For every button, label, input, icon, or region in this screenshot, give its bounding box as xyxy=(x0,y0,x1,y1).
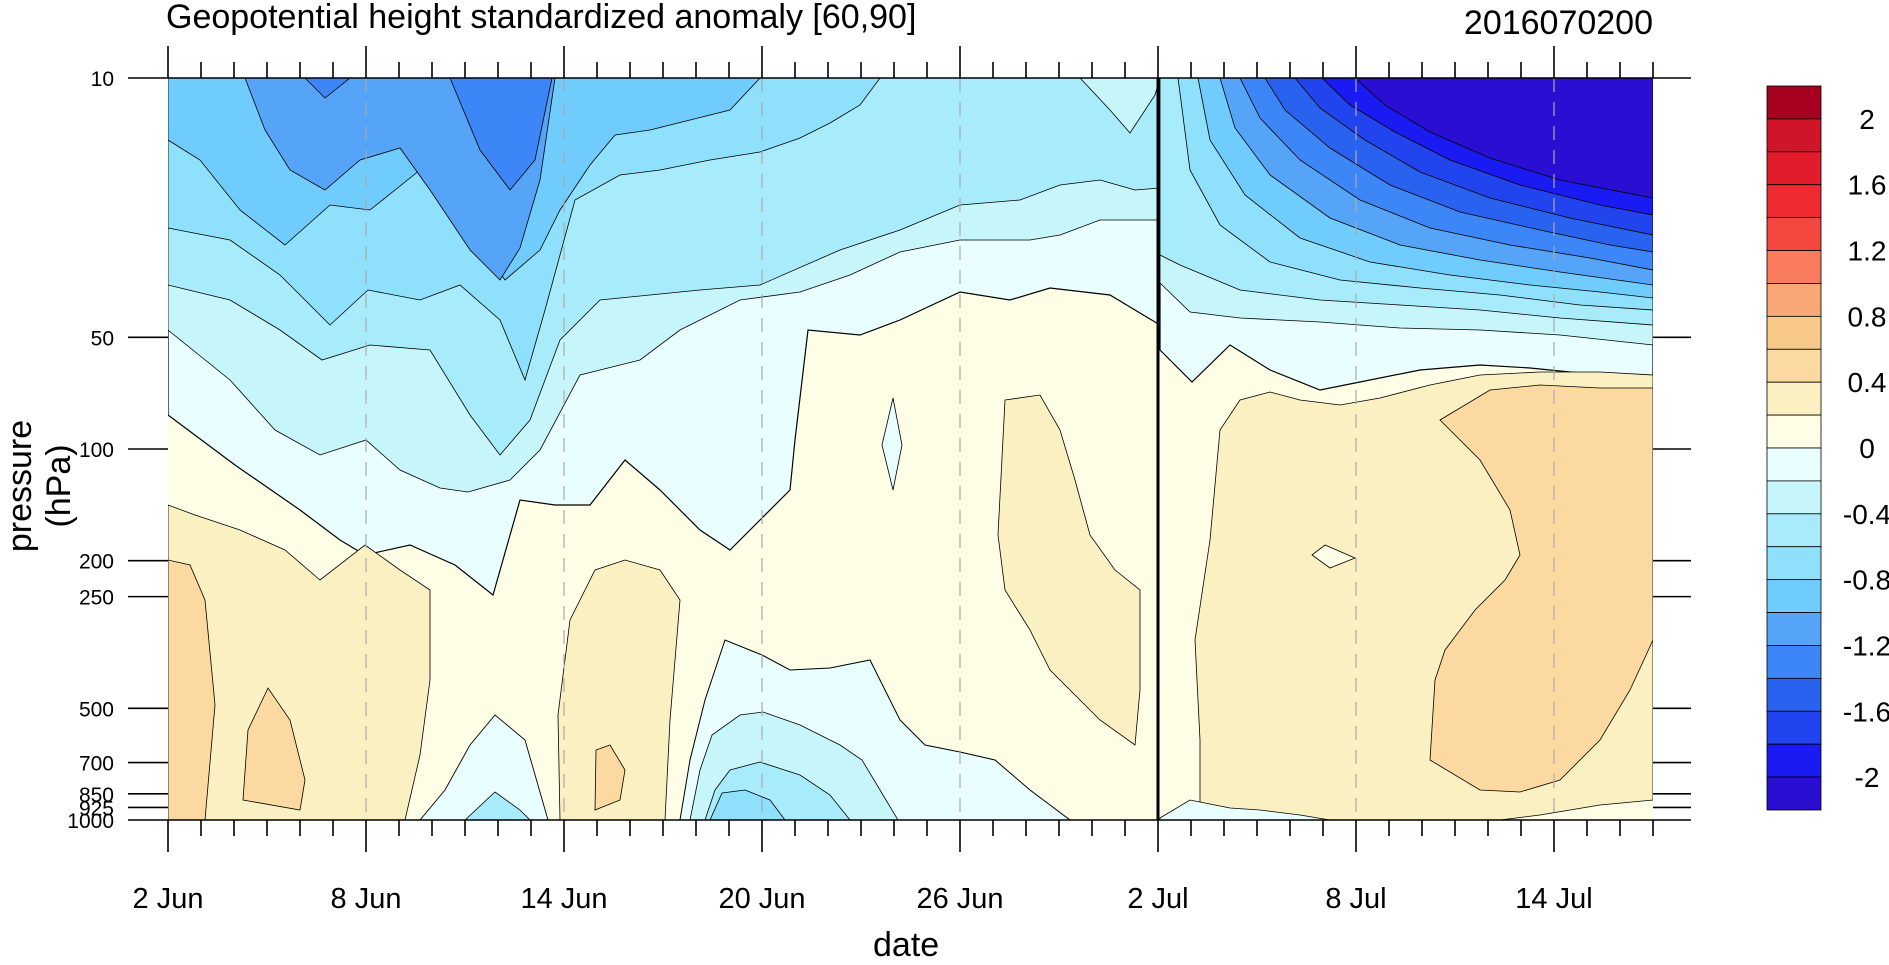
colorbar-swatch xyxy=(1766,447,1822,482)
colorbar-label: -0.4 xyxy=(1843,499,1889,530)
x-tick-label: 14 Jul xyxy=(1515,883,1592,915)
colorbar-swatch xyxy=(1766,743,1822,778)
y-tick-label: 700 xyxy=(79,753,114,776)
y-tick-label: 50 xyxy=(91,327,114,350)
colorbar-label: -2 xyxy=(1855,762,1880,793)
fc-band-neg-10 xyxy=(1354,78,1653,199)
colorbar-swatch xyxy=(1766,546,1822,581)
fc-band-pos-1 xyxy=(1429,384,1653,793)
fc-band-neg-low xyxy=(1159,799,1331,820)
colorbar-label: -1.6 xyxy=(1843,696,1889,727)
colorbar-swatch xyxy=(1766,612,1822,646)
colorbar-swatch xyxy=(1766,414,1822,449)
band-neg-6 xyxy=(449,78,553,191)
loop-24jun xyxy=(881,397,903,491)
band-neg-peak xyxy=(1079,78,1161,134)
fc-hole xyxy=(1311,544,1357,569)
band-neg-low6 xyxy=(709,789,786,820)
y-tick-label: 250 xyxy=(79,587,114,610)
colorbar-swatch xyxy=(1766,381,1822,416)
colorbar-label: 2 xyxy=(1859,104,1875,135)
x-tick-label: 8 Jun xyxy=(331,883,402,915)
x-tick-label: 14 Jun xyxy=(520,883,607,915)
colorbar-swatch xyxy=(1766,315,1822,350)
band-pos-0c xyxy=(997,394,1141,746)
band-neg-low xyxy=(419,714,549,820)
colorbar-label: 0.4 xyxy=(1848,367,1887,398)
x-tick-label: 26 Jun xyxy=(916,883,1003,915)
colorbar-swatch xyxy=(1766,217,1822,251)
x-tick-label: 8 Jul xyxy=(1325,883,1386,915)
y-tick-label: 925 xyxy=(79,797,114,820)
y-tick-label: 10 xyxy=(91,68,114,91)
colorbar-label: 1.6 xyxy=(1848,170,1887,201)
band-pos-1a xyxy=(168,559,216,820)
date-stamp: 2016070200 xyxy=(1463,4,1653,42)
x-axis-label: date xyxy=(873,926,940,964)
colorbar-swatch xyxy=(1766,645,1822,679)
colorbar-label: 0.8 xyxy=(1848,301,1887,332)
band-neg-low2 xyxy=(464,791,531,820)
y-tick-label: 850 xyxy=(79,784,114,807)
y-tick-label: 1000 xyxy=(67,810,114,833)
colorbar-swatch xyxy=(1766,579,1822,613)
x-tick-label: 2 Jul xyxy=(1127,883,1188,915)
band-pos-1c xyxy=(594,744,626,811)
colorbar-label: 1.2 xyxy=(1848,236,1887,267)
colorbar-label: -1.2 xyxy=(1843,630,1889,661)
contour-field xyxy=(168,78,1653,820)
colorbar-swatch xyxy=(1766,677,1822,712)
band-pos-0a xyxy=(168,504,431,820)
colorbar-swatch xyxy=(1766,118,1822,153)
x-tick-label: 20 Jun xyxy=(718,883,805,915)
y-tick-label: 200 xyxy=(79,551,114,574)
colorbar-swatch xyxy=(1766,348,1822,383)
colorbar-swatch xyxy=(1766,480,1822,515)
band-neg-6b xyxy=(304,78,351,99)
y-tick-label: 100 xyxy=(79,439,114,462)
colorbar-swatch xyxy=(1766,151,1822,186)
colorbar-swatch xyxy=(1766,710,1822,745)
colorbar-swatch xyxy=(1766,776,1822,811)
x-tick-label: 2 Jun xyxy=(133,883,204,915)
colorbar-swatch xyxy=(1766,85,1822,120)
colorbar-swatch xyxy=(1766,283,1822,317)
y-tick-label: 500 xyxy=(79,698,114,721)
band-pos-1b xyxy=(242,687,306,811)
colorbar-swatch xyxy=(1766,250,1822,284)
colorbar-swatch xyxy=(1766,513,1822,548)
colorbar-swatch xyxy=(1766,184,1822,219)
chart-title: Geopotential height standardized anomaly… xyxy=(166,0,917,36)
colorbar-label: 0 xyxy=(1859,433,1875,464)
colorbar-label: -0.8 xyxy=(1843,565,1889,596)
colorbar xyxy=(1766,85,1822,811)
